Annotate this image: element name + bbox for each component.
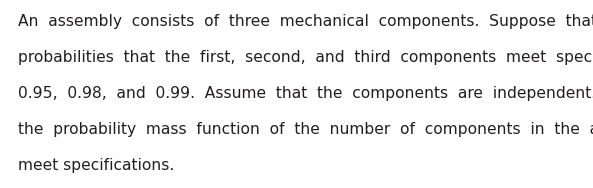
Text: the  probability  mass  function  of  the  number  of  components  in  the  asse: the probability mass function of the num… [18,122,593,137]
Text: An  assembly  consists  of  three  mechanical  components.  Suppose  that  the: An assembly consists of three mechanical… [18,14,593,29]
Text: probabilities  that  the  first,  second,  and  third  components  meet  specifi: probabilities that the first, second, an… [18,50,593,65]
Text: 0.95,  0.98,  and  0.99.  Assume  that  the  components  are  independent.  Dete: 0.95, 0.98, and 0.99. Assume that the co… [18,86,593,101]
Text: meet specifications.: meet specifications. [18,158,174,173]
